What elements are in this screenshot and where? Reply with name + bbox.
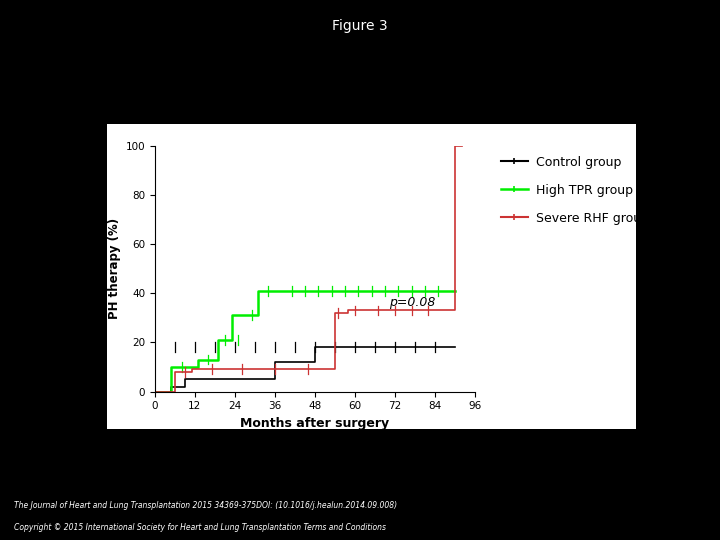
Control group: [311, 359, 320, 365]
High TPR group: [214, 356, 222, 363]
Severe RHF group: [150, 388, 159, 395]
High TPR group: [274, 287, 283, 294]
Severe RHF group: [171, 369, 179, 375]
High TPR group: [228, 336, 236, 343]
High TPR group: [254, 287, 263, 294]
High TPR group: [431, 287, 439, 294]
Severe RHF group: [451, 307, 459, 314]
High TPR group: [431, 287, 439, 294]
High TPR group: [194, 364, 202, 370]
Control group: [311, 344, 320, 350]
Severe RHF group: [457, 143, 466, 149]
Control group: [271, 376, 279, 382]
Text: Figure 3: Figure 3: [332, 19, 388, 33]
Text: Copyright © 2015 International Society for Heart and Lung Transplantation Terms : Copyright © 2015 International Society f…: [14, 523, 387, 532]
Line: Control group: Control group: [155, 347, 455, 392]
Severe RHF group: [344, 307, 353, 314]
Line: Severe RHF group: Severe RHF group: [155, 146, 462, 392]
Control group: [271, 359, 279, 365]
Control group: [451, 344, 459, 350]
Control group: [150, 388, 159, 395]
High TPR group: [194, 356, 202, 363]
High TPR group: [274, 287, 283, 294]
Severe RHF group: [187, 369, 196, 375]
Text: p=0.08: p=0.08: [389, 295, 435, 308]
High TPR group: [150, 388, 159, 395]
High TPR group: [451, 287, 459, 294]
Control group: [167, 383, 176, 390]
Severe RHF group: [187, 366, 196, 373]
Y-axis label: Proportion requiring
PH therapy (%): Proportion requiring PH therapy (%): [94, 201, 121, 336]
Control group: [181, 383, 189, 390]
X-axis label: Months after surgery: Months after surgery: [240, 417, 390, 430]
High TPR group: [214, 336, 222, 343]
High TPR group: [167, 364, 176, 370]
Severe RHF group: [344, 309, 353, 316]
Line: High TPR group: High TPR group: [155, 291, 455, 392]
Control group: [167, 388, 176, 395]
High TPR group: [167, 388, 176, 395]
Text: The Journal of Heart and Lung Transplantation 2015 34369-375DOI: (10.1016/j.heal: The Journal of Heart and Lung Transplant…: [14, 501, 397, 510]
Severe RHF group: [330, 366, 339, 373]
High TPR group: [254, 312, 263, 319]
Control group: [181, 376, 189, 382]
Severe RHF group: [330, 309, 339, 316]
High TPR group: [228, 312, 236, 319]
Legend: Control group, High TPR group, Severe RHF group: Control group, High TPR group, Severe RH…: [494, 150, 654, 231]
Severe RHF group: [451, 143, 459, 149]
Severe RHF group: [171, 388, 179, 395]
